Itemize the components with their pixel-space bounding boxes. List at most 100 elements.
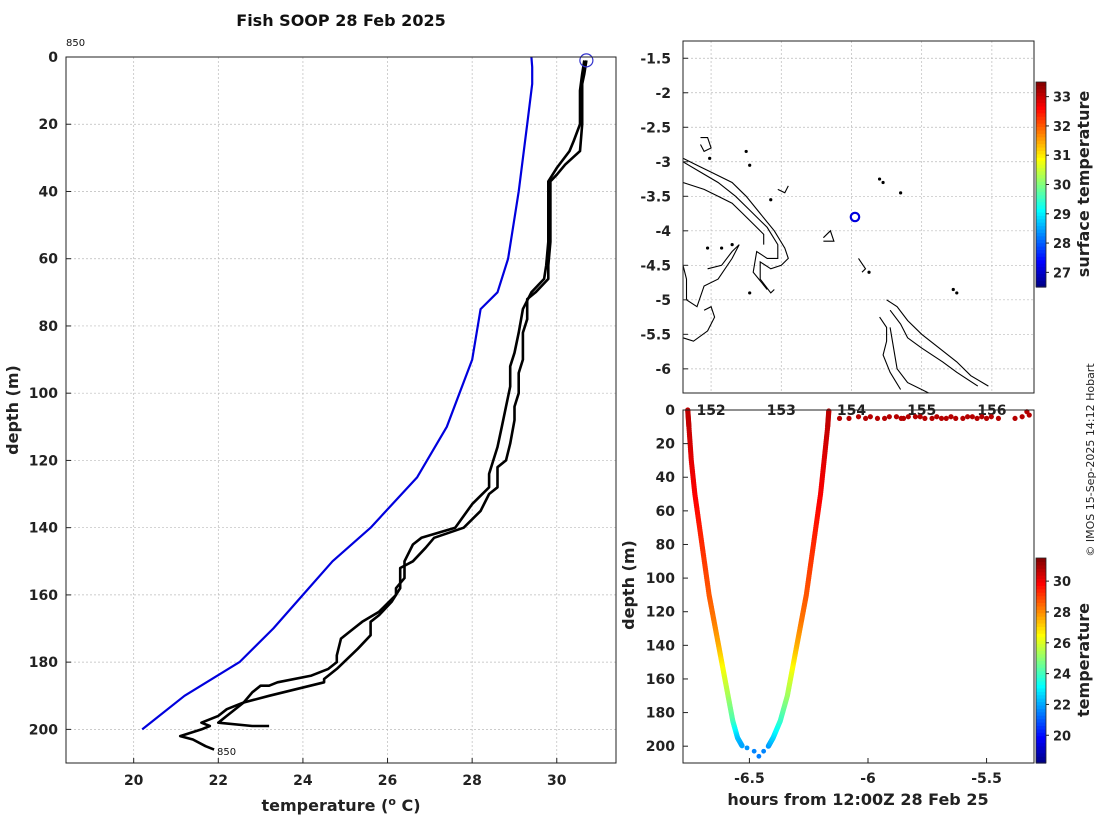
time-depth-colorbar-segment <box>1036 728 1046 733</box>
map-colorbar-segment <box>1036 194 1046 199</box>
profile-series-climatology <box>141 56 534 731</box>
time-depth-colorbar-segment <box>1036 585 1046 590</box>
surface-point <box>1026 412 1032 418</box>
bottom-point <box>751 748 757 754</box>
time-depth-colorbar-segment <box>1036 558 1046 563</box>
map-colorbar-segment <box>1036 259 1046 264</box>
map-colorbar-segment <box>1036 273 1046 278</box>
time-depth-colorbar-segment <box>1036 674 1046 679</box>
time-depth-colorbar-segment <box>1036 626 1046 631</box>
time-depth-colorbar-segment <box>1036 575 1046 580</box>
map-colorbar-segment <box>1036 126 1046 131</box>
time-depth-axes-box <box>682 409 1035 764</box>
time-depth-colorbar-segment <box>1036 657 1046 662</box>
island <box>744 149 748 154</box>
map-colorbar-label: surface temperature <box>1074 91 1093 278</box>
profile-series-profile-up <box>178 60 586 751</box>
surface-point <box>1012 415 1018 422</box>
surface-point <box>938 415 945 422</box>
surface-point <box>886 414 892 420</box>
time-depth-colorbar-segment <box>1036 602 1046 607</box>
time-depth-colorbar-segment <box>1036 636 1046 641</box>
profile-y-tick-label: 0 <box>48 50 58 66</box>
map-colorbar-segment <box>1036 82 1046 87</box>
map-colorbar-segment <box>1036 85 1046 90</box>
map-y-tick-label: -4.5 <box>640 258 671 274</box>
profile-y-tick-label: 100 <box>29 386 58 402</box>
map-colorbar-segment <box>1036 184 1046 189</box>
time-depth-colorbar-segment <box>1036 698 1046 703</box>
map-y-tick-label: -3.5 <box>640 189 671 205</box>
profile-x-tick-label: 20 <box>124 773 144 789</box>
map-colorbar-segment <box>1036 143 1046 148</box>
time-depth-colorbar-tick-label: 28 <box>1053 606 1071 621</box>
time-depth-y-tick-label: 60 <box>656 504 676 520</box>
map-colorbar-segment <box>1036 208 1046 213</box>
surface-point <box>881 415 888 422</box>
map-colorbar-segment <box>1036 256 1046 261</box>
island <box>899 191 903 195</box>
surface-point <box>929 415 935 422</box>
surface-point <box>943 415 949 422</box>
time-depth-colorbar-segment <box>1036 704 1046 709</box>
map-colorbar-segment <box>1036 167 1046 172</box>
time-depth-colorbar-segment <box>1036 667 1046 672</box>
time-depth-colorbar-segment <box>1036 711 1046 716</box>
time-depth-colorbar-segment <box>1036 732 1046 737</box>
ship-position-marker <box>849 211 861 223</box>
time-depth-colorbar-segment <box>1036 660 1046 665</box>
time-depth-colorbar-segment <box>1036 571 1046 576</box>
time-depth-colorbar-segment <box>1036 722 1046 727</box>
profile-series-profile-down <box>217 60 588 728</box>
map-colorbar-segment <box>1036 157 1046 162</box>
map-colorbar-segment <box>1036 249 1046 254</box>
profile-y-tick-label: 60 <box>39 252 59 268</box>
profile-x-tick-label: 22 <box>209 773 228 789</box>
time-depth-colorbar-segment <box>1036 629 1046 634</box>
time-depth-y-tick-label: 180 <box>646 706 675 722</box>
time-depth-colorbar-segment <box>1036 677 1046 682</box>
time-depth-y-tick-label: 0 <box>665 403 675 419</box>
time-depth-colorbar-segment <box>1036 616 1046 621</box>
profile-xlabel: temperature (o C) <box>261 795 420 815</box>
surface-point <box>995 415 1002 422</box>
island <box>867 270 871 274</box>
surface-point <box>846 415 852 422</box>
copyright-note: © IMOS 15-Sep-2025 14:12 Hobart <box>1084 363 1097 557</box>
profile-top-annotation: 850 <box>66 38 85 49</box>
map-x-tick-label: 152 <box>696 403 725 419</box>
map-axes-box <box>682 40 1035 394</box>
time-depth-colorbar-segment <box>1036 588 1046 593</box>
surface-point <box>905 414 911 420</box>
map-y-tick-label: -6 <box>655 362 671 378</box>
map-colorbar-segment <box>1036 177 1046 182</box>
time-depth-colorbar-segment <box>1036 592 1046 597</box>
time-depth-colorbar-segment <box>1036 715 1046 720</box>
time-depth-colorbar-segment <box>1036 653 1046 658</box>
profile-y-tick-label: 160 <box>29 588 58 604</box>
time-depth-colorbar-tick-label: 30 <box>1053 575 1071 590</box>
coastline <box>823 229 835 242</box>
time-depth-colorbar-segment <box>1036 681 1046 686</box>
time-depth-colorbar-segment <box>1036 650 1046 655</box>
map-y-tick-label: -5 <box>655 293 671 309</box>
time-depth-colorbar-segment <box>1036 735 1046 740</box>
coastline <box>682 244 740 308</box>
time-depth-colorbar-frame <box>1035 557 1047 764</box>
time-depth-colorbar-segment <box>1036 633 1046 638</box>
time-depth-y-tick-label: 140 <box>646 638 675 654</box>
time-depth-y-tick-label: 160 <box>646 672 675 688</box>
time-depth-colorbar-segment <box>1036 640 1046 645</box>
map-colorbar-tick-label: 29 <box>1053 208 1071 223</box>
surface-point <box>1019 414 1025 420</box>
map-colorbar-tick-label: 31 <box>1053 149 1071 164</box>
map-colorbar-segment <box>1036 170 1046 175</box>
time-depth-colorbar-tick-label: 22 <box>1053 698 1071 713</box>
surface-point <box>960 415 966 422</box>
map-colorbar-tick-label: 27 <box>1053 266 1071 281</box>
time-depth-colorbar-segment <box>1036 619 1046 624</box>
time-depth-colorbar-segment <box>1036 691 1046 696</box>
map-colorbar-segment <box>1036 119 1046 124</box>
island <box>720 246 724 250</box>
time-depth-colorbar-segment <box>1036 759 1046 764</box>
